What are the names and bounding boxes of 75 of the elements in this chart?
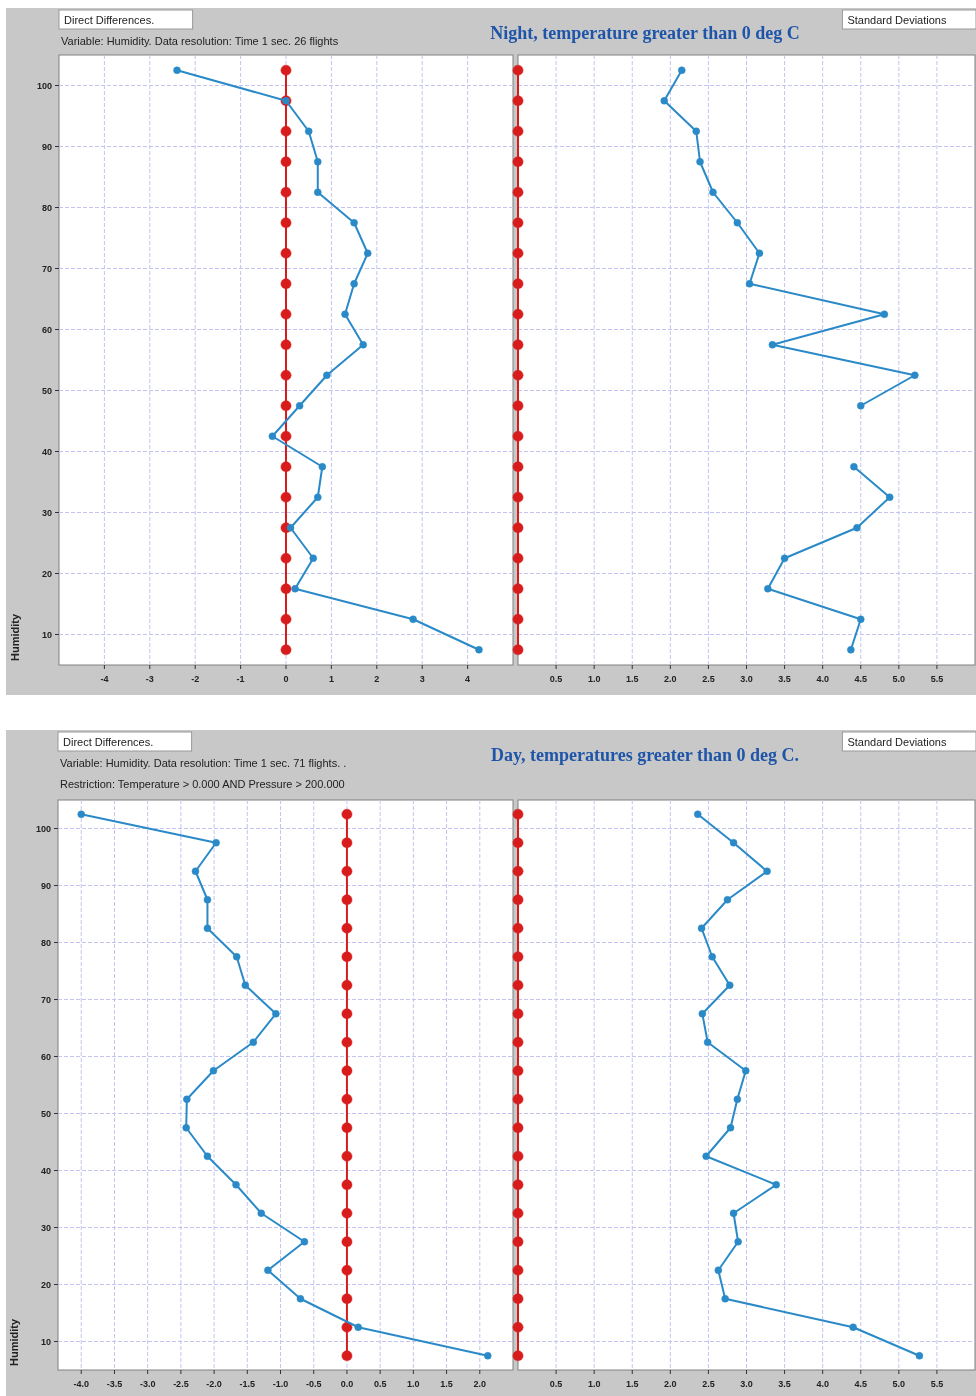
x-tick-label: 2.5: [702, 1379, 715, 1389]
x-tick-label: 3.5: [778, 674, 791, 684]
chart-title: Standard Deviations: [847, 14, 947, 26]
y-tick-label: 40: [40, 1165, 51, 1176]
x-tick-label: -3.0: [139, 1379, 156, 1389]
x-tick-label: 3.0: [740, 1379, 753, 1389]
x-tick-label: 1.0: [407, 1379, 420, 1389]
y-tick-label: 10: [40, 1336, 51, 1347]
x-tick-label: -1.0: [272, 1379, 289, 1389]
x-tick-label: 4: [465, 674, 471, 684]
y-tick-label: 10: [41, 629, 52, 640]
chart-title: Standard Deviations: [847, 736, 947, 748]
x-tick-label: 1.5: [625, 674, 639, 684]
y-tick-label: 80: [41, 202, 52, 213]
chart-subtitle: Variable: Humidity. Data resolution: Time 1 sec. 26 flights: [61, 35, 339, 47]
x-tick-label: 1.5: [440, 1379, 453, 1389]
y-tick-label: 20: [40, 1279, 51, 1290]
y-tick-label: 20: [41, 568, 52, 579]
x-tick-label: -4: [100, 674, 109, 684]
y-tick-label: 100: [36, 80, 52, 91]
y-tick-label: 30: [40, 1222, 51, 1233]
x-tick-label: -0.5: [305, 1379, 322, 1389]
x-tick-label: 3.0: [740, 674, 753, 684]
chart-subtitle: Variable: Humidity. Data resolution: Time 1 sec. 71 flights. .: [60, 757, 347, 769]
x-tick-label: 4.0: [816, 674, 829, 684]
x-tick-label: -4.0: [73, 1379, 90, 1389]
x-tick-label: 0.5: [373, 1379, 387, 1389]
y-tick-label: 90: [41, 141, 52, 152]
x-tick-label: 4.0: [816, 1379, 829, 1389]
y-tick-label: 30: [41, 507, 52, 518]
y-tick-label: 50: [40, 1108, 51, 1119]
x-tick-label: 4.5: [854, 1379, 868, 1389]
y-tick-label: 40: [41, 446, 52, 457]
x-tick-label: 2.5: [702, 674, 715, 684]
x-tick-label: -2.5: [173, 1379, 189, 1389]
y-tick-label: 60: [41, 324, 52, 335]
x-tick-label: 3.5: [778, 1379, 791, 1389]
chart-subtitle: Day, temperatures greater than 0 deg C.: [491, 745, 799, 765]
y-axis-title: Humidity: [9, 613, 21, 661]
x-tick-label: 3: [419, 674, 425, 684]
y-axis-title: Humidity: [8, 1318, 20, 1366]
x-tick-label: -2: [191, 674, 200, 684]
x-tick-label: 1: [328, 674, 334, 684]
x-tick-label: 2.0: [473, 1379, 487, 1389]
y-tick-label: 70: [41, 263, 52, 274]
x-tick-label: 5.5: [930, 1379, 944, 1389]
x-tick-label: -2.0: [206, 1379, 222, 1389]
text: Restriction: Temperature > 0.000 AND Pressure > 200.000: [60, 778, 345, 790]
y-tick-label: 50: [41, 385, 52, 396]
x-tick-label: 5.0: [892, 674, 906, 684]
x-tick-label: 0.5: [549, 1379, 563, 1389]
x-tick-label: 5.0: [892, 1379, 906, 1389]
x-tick-label: -3: [145, 674, 154, 684]
x-tick-label: 1.0: [587, 1379, 601, 1389]
x-tick-label: 2.0: [664, 674, 677, 684]
chart-title: Direct Differences.: [63, 736, 154, 748]
y-tick-label: 80: [40, 937, 51, 948]
x-tick-label: -1.5: [239, 1379, 256, 1389]
x-tick-label: 2: [374, 674, 380, 684]
x-tick-label: 0.0: [340, 1379, 354, 1389]
y-tick-label: 70: [40, 994, 51, 1005]
y-tick-label: 90: [40, 880, 51, 891]
x-tick-label: 4.5: [854, 674, 868, 684]
x-tick-label: 1.0: [587, 674, 601, 684]
x-tick-label: 0.5: [549, 674, 563, 684]
chart-subtitle: Night, temperature greater than 0 deg C: [490, 23, 800, 43]
y-tick-label: 100: [35, 823, 51, 834]
x-tick-label: -1: [236, 674, 245, 684]
x-tick-label: 1.5: [625, 1379, 639, 1389]
y-tick-label: 60: [40, 1051, 51, 1062]
x-tick-label: 2.0: [664, 1379, 677, 1389]
chart-title: Direct Differences.: [64, 14, 155, 26]
x-tick-label: -3.5: [106, 1379, 123, 1389]
x-tick-label: 5.5: [930, 674, 944, 684]
x-tick-label: 0: [283, 674, 289, 684]
